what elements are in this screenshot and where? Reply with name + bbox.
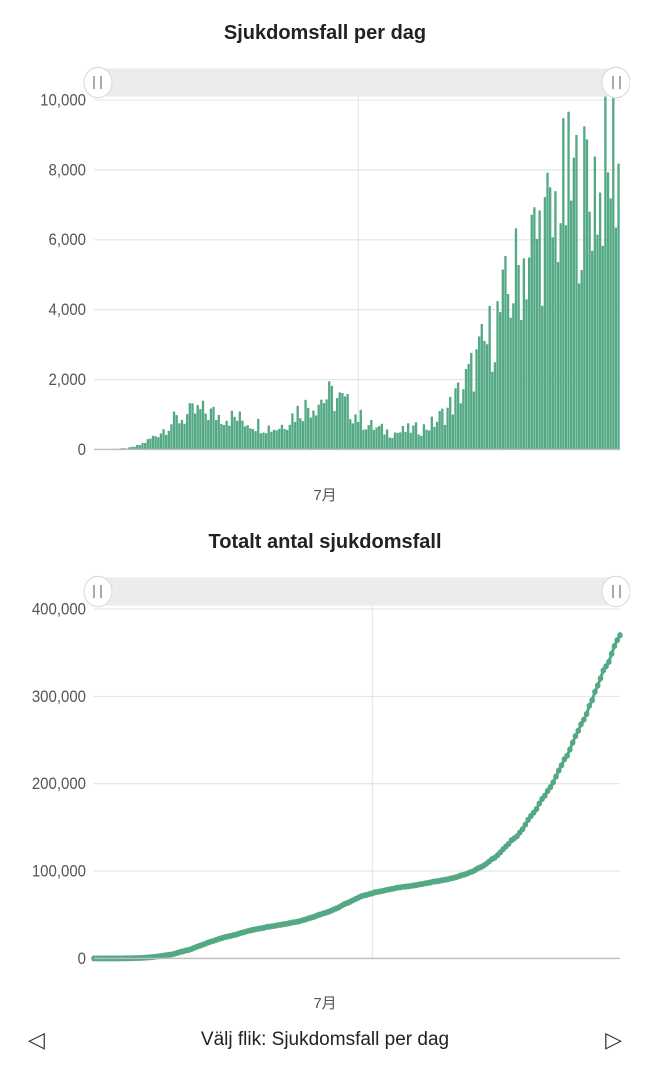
svg-text:100,000: 100,000 <box>32 862 86 880</box>
chart1-container: 0 2,000 4,000 6,000 8,000 10,000 <box>20 63 630 476</box>
chart1-block: Sjukdomsfall per dag 0 2,000 4,000 6,000 8,0… <box>0 0 650 509</box>
chart1-x-label: 7月 <box>20 484 630 505</box>
svg-text:6,000: 6,000 <box>48 232 86 250</box>
svg-text:300,000: 300,000 <box>32 688 86 706</box>
svg-text:2,000: 2,000 <box>48 371 86 389</box>
next-tab-button[interactable]: ▷ <box>595 1021 632 1059</box>
chart2-block: Totalt antal sjukdomsfall 0 100,000 200,00… <box>0 509 650 1018</box>
chart1-svg: 0 2,000 4,000 6,000 8,000 10,000 <box>20 63 630 476</box>
svg-text:0: 0 <box>78 441 87 459</box>
svg-text:200,000: 200,000 <box>32 775 86 793</box>
svg-text:8,000: 8,000 <box>48 162 86 180</box>
prev-tab-button[interactable]: ◁ <box>18 1021 55 1059</box>
svg-text:400,000: 400,000 <box>32 600 86 618</box>
chart2-x-label: 7月 <box>20 992 630 1013</box>
chart2-title: Totalt antal sjukdomsfall <box>20 531 630 554</box>
range-slider-handle-left[interactable] <box>82 65 114 100</box>
svg-text:0: 0 <box>78 950 87 968</box>
svg-text:4,000: 4,000 <box>48 302 86 320</box>
tab-selector: ◁ Välj flik: Sjukdomsfall per dag ▷ <box>0 1017 650 1073</box>
tab-selector-label: Välj flik: Sjukdomsfall per dag <box>55 1029 595 1051</box>
chart2-container: 0 100,000 200,000 300,000 400,000 <box>20 572 630 985</box>
range-slider-handle-left[interactable] <box>82 574 114 609</box>
chart2-svg: 0 100,000 200,000 300,000 400,000 <box>20 572 630 985</box>
chart1-title: Sjukdomsfall per dag <box>20 22 630 45</box>
svg-text:10,000: 10,000 <box>40 92 86 110</box>
page-root: Sjukdomsfall per dag 0 2,000 4,000 6,000 8,0… <box>0 0 650 1073</box>
